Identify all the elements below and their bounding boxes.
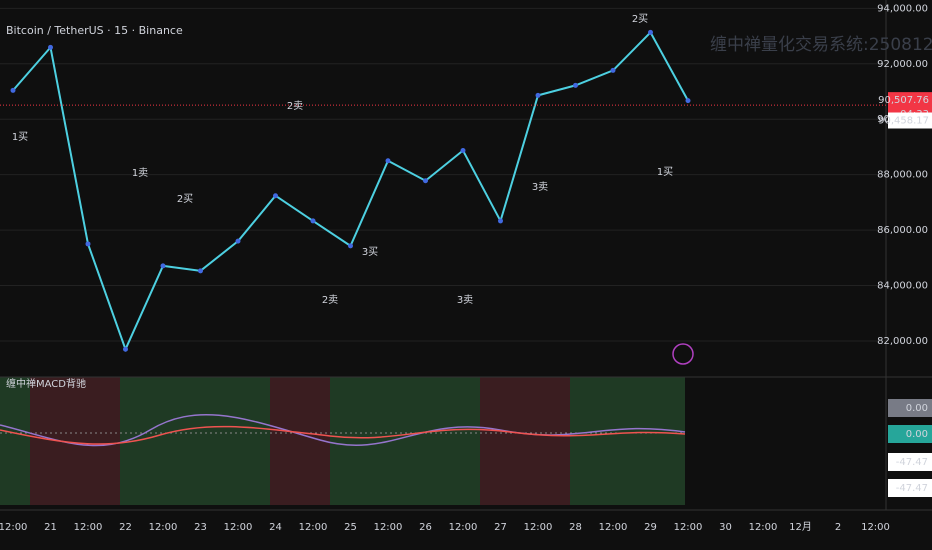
- chart-title: Bitcoin / TetherUS · 15 · Binance: [6, 24, 183, 37]
- watermark: 缠中禅量化交易系统:2508126812: [710, 35, 932, 55]
- x-tick-label: 12:00: [299, 522, 328, 533]
- price-point: [48, 44, 53, 50]
- x-tick-label: 12:00: [74, 522, 103, 533]
- price-point: [123, 346, 128, 352]
- x-tick-label: 12:00: [374, 522, 403, 533]
- price-point: [573, 82, 578, 88]
- indicator-value-box: [888, 479, 932, 497]
- indicator-value: 0.00: [906, 403, 928, 414]
- signal-annotation: 2卖: [322, 294, 338, 306]
- x-tick-label: 27: [494, 522, 507, 533]
- y-tick-label: 94,000.00: [877, 3, 928, 14]
- x-tick-label: 28: [569, 522, 582, 533]
- indicator-label: 缠中禅MACD背驰: [6, 377, 86, 390]
- x-tick-label: 23: [194, 522, 207, 533]
- signal-annotation: 1买: [12, 131, 28, 143]
- x-tick-label: 2: [835, 522, 841, 533]
- x-tick-label: 12:00: [674, 522, 703, 533]
- signal-line: [0, 425, 686, 445]
- signal-annotation: 2买: [177, 193, 193, 205]
- indicator-value: -47.47: [896, 457, 928, 468]
- y-tick-label: 92,000.00: [877, 59, 928, 70]
- y-tick-label: 82,000.00: [877, 336, 928, 347]
- prev-price-box: [888, 112, 932, 129]
- signal-annotation: 2卖: [287, 100, 303, 112]
- indicator-value: 0.00: [906, 429, 928, 440]
- indicator-value-box: [888, 453, 932, 471]
- price-point: [348, 243, 353, 249]
- signal-annotation: 1买: [657, 166, 673, 178]
- indicator-value: -47.47: [896, 483, 928, 494]
- x-tick-label: 29: [644, 522, 657, 533]
- indicator-bands: [0, 377, 685, 505]
- x-tick-label: 12:00: [0, 522, 27, 533]
- price-point: [385, 158, 391, 164]
- x-tick-label: 12:00: [449, 522, 478, 533]
- x-tick-label: 12月: [789, 521, 812, 533]
- price-point: [310, 218, 316, 224]
- x-tick-label: 12:00: [599, 522, 628, 533]
- last-price-label: 90,507.76: [878, 95, 929, 106]
- signal-annotation: 1卖: [132, 167, 148, 179]
- y-tick-label: 88,000.00: [877, 170, 928, 181]
- prev-price-label: 90,458.17: [878, 115, 929, 126]
- x-tick-label: 12:00: [224, 522, 253, 533]
- price-point: [235, 238, 241, 244]
- signal-annotation: 3卖: [532, 181, 548, 193]
- price-point: [685, 98, 691, 104]
- x-tick-label: 26: [419, 522, 432, 533]
- signal-annotation: 2买: [632, 13, 648, 25]
- flash-icon[interactable]: [672, 343, 694, 365]
- indicator-value-box: [888, 425, 932, 443]
- price-point: [498, 218, 503, 224]
- x-tick-label: 30: [719, 522, 732, 533]
- x-tick-label: 12:00: [524, 522, 553, 533]
- x-tick-label: 12:00: [861, 522, 890, 533]
- x-tick-label: 24: [269, 522, 282, 533]
- x-tick-label: 22: [119, 522, 132, 533]
- price-point: [198, 268, 203, 274]
- signal-annotation: 3买: [362, 246, 378, 258]
- price-point: [423, 178, 428, 184]
- y-tick-label: 84,000.00: [877, 281, 928, 292]
- x-tick-label: 25: [344, 522, 357, 533]
- price-point: [85, 241, 91, 247]
- x-tick-label: 21: [44, 522, 57, 533]
- price-point: [10, 87, 16, 93]
- x-tick-label: 12:00: [149, 522, 178, 533]
- indicator-value-box: [888, 399, 932, 417]
- price-point: [160, 263, 166, 269]
- price-point: [610, 67, 616, 73]
- x-tick-label: 12:00: [749, 522, 778, 533]
- signal-annotation: 3卖: [457, 294, 473, 306]
- price-point: [648, 29, 653, 35]
- price-point: [460, 148, 466, 154]
- price-point: [535, 92, 541, 98]
- y-tick-label: 86,000.00: [877, 225, 928, 236]
- price-point: [273, 193, 278, 199]
